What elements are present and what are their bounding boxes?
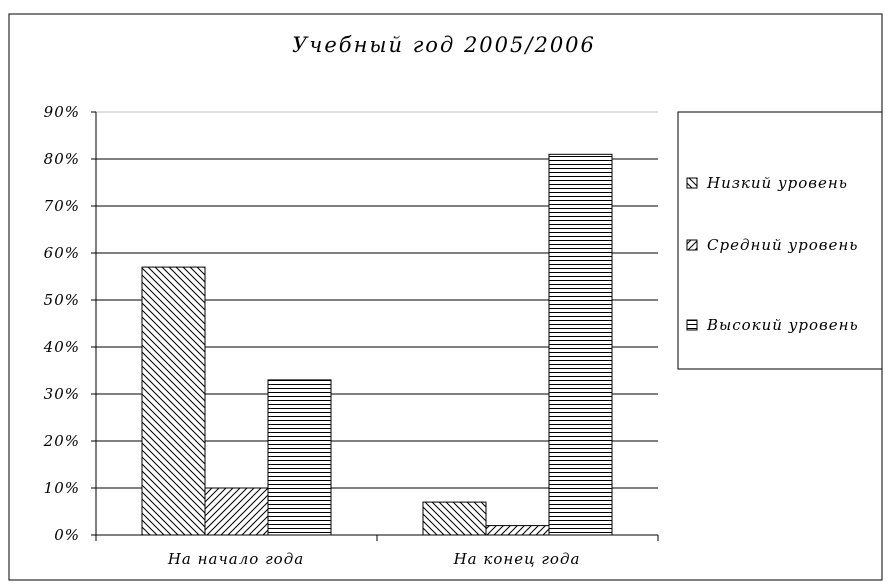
bar-medium (486, 526, 549, 535)
legend-swatch-medium (687, 240, 697, 250)
y-tick-label: 0% (54, 526, 80, 544)
y-tick-label: 50% (44, 291, 80, 309)
y-tick-label: 10% (44, 479, 80, 497)
bar-low (423, 502, 486, 535)
y-tick-label: 70% (44, 197, 80, 215)
legend-label-high: Высокий уровень (706, 316, 859, 334)
bar-high (268, 380, 331, 535)
y-tick-label: 20% (43, 432, 80, 450)
legend-label-medium: Средний уровень (707, 236, 858, 254)
bar-medium (205, 488, 268, 535)
y-tick-label: 40% (43, 338, 80, 356)
y-tick-label: 30% (44, 385, 80, 403)
y-tick-label: 80% (44, 150, 80, 168)
bar-high (549, 154, 612, 535)
bar-low (142, 267, 205, 535)
chart-title: Учебный год 2005/2006 (292, 33, 596, 57)
legend: Низкий уровень Средний уровень Высокий у… (678, 112, 882, 369)
y-tick-label: 90% (44, 103, 80, 121)
y-tick-label: 60% (44, 244, 80, 262)
legend-label-low: Низкий уровень (706, 174, 848, 192)
x-category-label: На конец года (453, 550, 581, 568)
legend-swatch-high (687, 320, 697, 330)
x-category-label: На начало года (167, 550, 304, 568)
legend-swatch-low (687, 178, 697, 188)
